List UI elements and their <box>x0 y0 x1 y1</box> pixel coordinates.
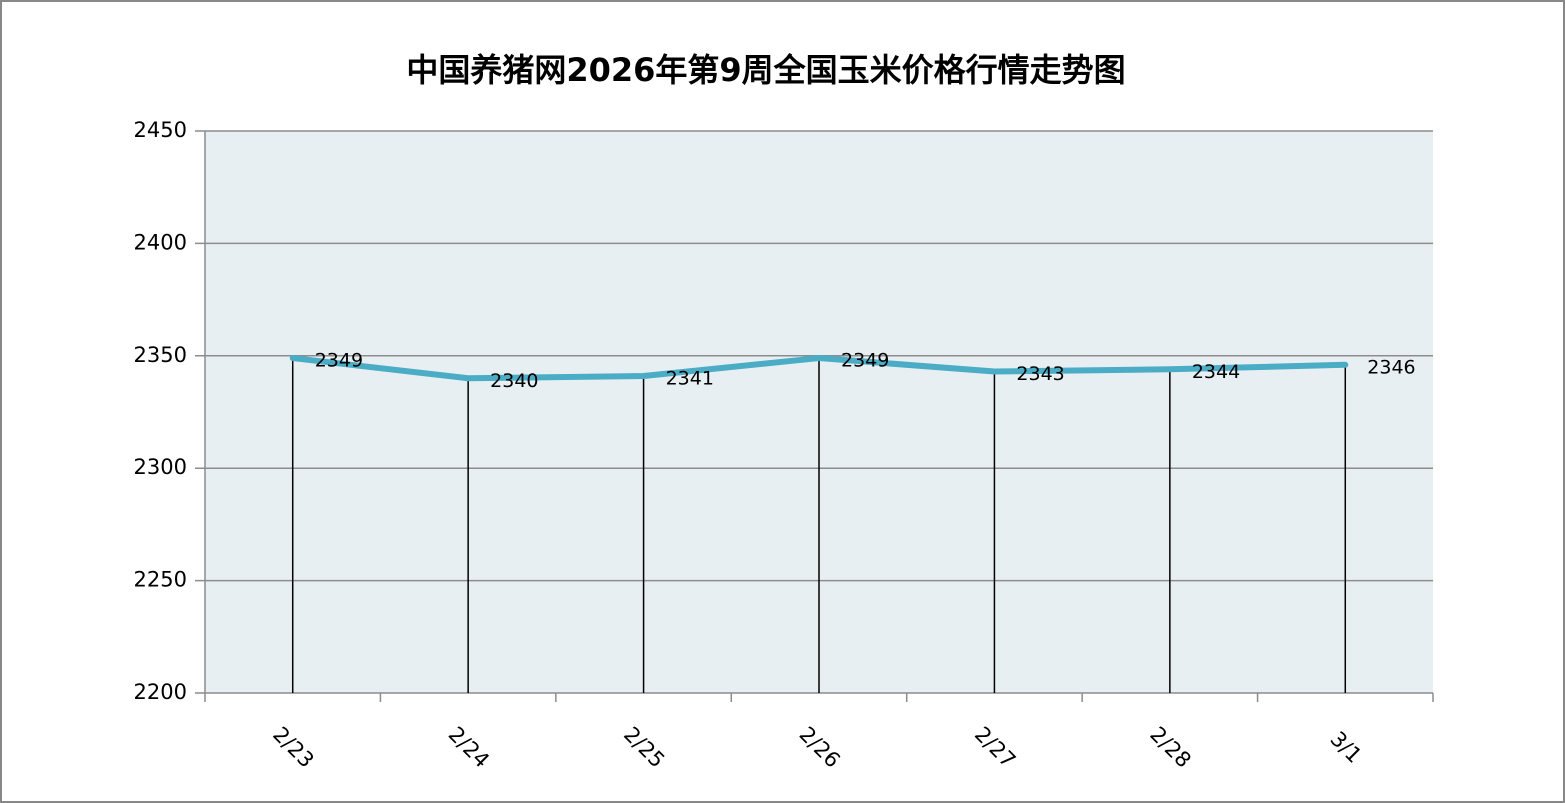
y-tick-label: 2350 <box>134 343 187 367</box>
data-label: 2349 <box>315 350 363 372</box>
data-label: 2341 <box>666 368 714 390</box>
y-tick-label: 2250 <box>134 568 187 592</box>
y-tick-label: 2300 <box>134 455 187 479</box>
y-tick-label: 2200 <box>134 680 187 704</box>
data-label: 2343 <box>1016 363 1064 385</box>
data-label: 2344 <box>1192 361 1240 383</box>
data-label: 2349 <box>841 350 889 372</box>
data-line <box>289 355 1349 382</box>
data-label: 2346 <box>1367 356 1415 378</box>
y-tick-label: 2400 <box>134 230 187 254</box>
data-label: 2340 <box>490 370 538 392</box>
chart-title: 中国养猪网2026年第9周全国玉米价格行情走势图 <box>406 51 1125 89</box>
y-tick-label: 2450 <box>134 118 187 142</box>
